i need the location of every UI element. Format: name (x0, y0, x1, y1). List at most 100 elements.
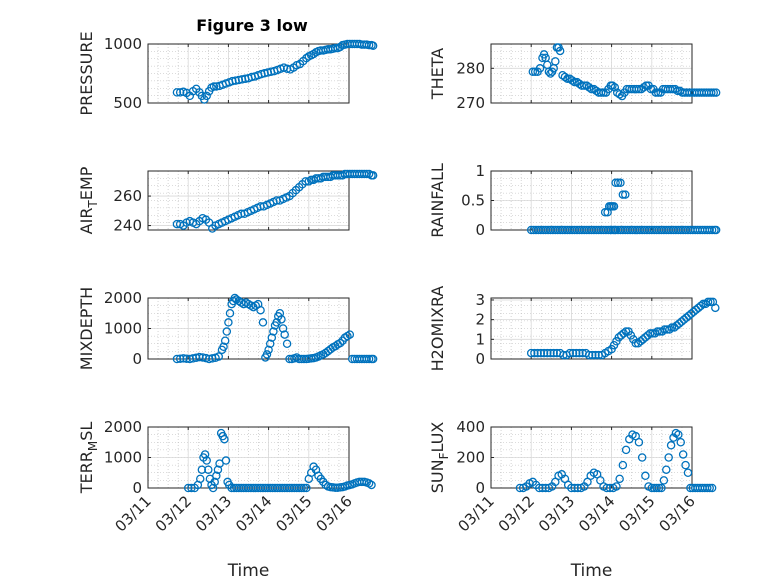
data-point (368, 171, 378, 180)
y-axis-label: TERRMSL (77, 422, 100, 495)
y-tick-label: 0 (132, 479, 142, 497)
y-tick-label: 400 (456, 418, 485, 436)
x-tick-label: 03/11 (112, 492, 155, 535)
data-point (195, 352, 204, 362)
data-point (678, 450, 688, 459)
data-point (213, 465, 223, 474)
x-tick-label: 03/14 (575, 492, 618, 535)
data-point (202, 456, 211, 465)
data-point (608, 81, 617, 90)
axes-box (147, 43, 350, 104)
data-point (631, 339, 640, 348)
y-tick-label: 0.5 (461, 192, 485, 210)
data-point (696, 301, 706, 311)
data-point (301, 177, 310, 186)
data-point (615, 474, 624, 484)
data-series (172, 39, 378, 104)
data-point (526, 348, 536, 358)
x-tick-label: 03/16 (656, 492, 699, 535)
data-point (368, 354, 378, 364)
data-point (587, 84, 596, 94)
data-point (602, 483, 612, 493)
data-point (528, 67, 538, 77)
data-series (183, 428, 376, 493)
data-point (530, 348, 539, 358)
data-point (208, 483, 218, 493)
data-point (364, 354, 374, 364)
data-point (335, 338, 345, 348)
data-point (258, 318, 268, 327)
subplot-7: 010002000TERRMSL03/1103/1203/1303/1403/1… (77, 418, 376, 581)
data-point (267, 333, 277, 342)
data-point (262, 350, 272, 359)
axes-box (147, 170, 350, 231)
data-point (214, 352, 224, 361)
data-point (584, 83, 594, 92)
data-point (667, 323, 677, 332)
data-point (210, 477, 219, 487)
data-point (539, 348, 549, 358)
data-point (220, 336, 230, 345)
data-point (538, 483, 547, 493)
data-point (565, 348, 575, 358)
data-point (175, 88, 185, 97)
data-series (515, 428, 717, 493)
data-point (265, 339, 275, 348)
data-series (526, 297, 720, 360)
y-axis-label: PRESSURE (77, 31, 96, 115)
data-point (220, 434, 229, 444)
data-point (707, 483, 717, 493)
data-point (575, 348, 584, 358)
x-tick-label: 03/13 (192, 492, 235, 535)
data-point (600, 208, 610, 217)
data-point (225, 308, 235, 318)
data-point (634, 437, 644, 447)
subplot-4: 0 0.5 1 RAINFALL (428, 162, 721, 239)
data-point (567, 76, 577, 85)
x-tick-label: 03/15 (615, 492, 658, 535)
data-series (528, 43, 721, 101)
y-tick-label: 260 (113, 187, 142, 205)
data-point (212, 471, 221, 481)
y-tick-label: 1000 (104, 35, 142, 53)
data-point (282, 339, 292, 348)
data-point (596, 88, 606, 97)
data-point (551, 57, 560, 66)
y-tick-label: 0 (475, 221, 485, 239)
data-point (335, 42, 345, 52)
data-point (302, 483, 311, 493)
data-point (571, 348, 581, 358)
data-point (175, 354, 185, 363)
y-tick-label: 270 (456, 94, 485, 112)
data-point (299, 483, 309, 493)
data-point (674, 430, 683, 439)
y-tick-label: 1000 (104, 449, 142, 467)
data-point (634, 84, 644, 94)
x-axis-label: Time (227, 561, 270, 581)
data-point (543, 348, 552, 358)
y-tick-label: 2 (475, 311, 485, 329)
data-point (584, 350, 594, 360)
data-point (664, 453, 673, 462)
data-point (535, 64, 545, 73)
data-point (637, 453, 647, 462)
data-point (278, 324, 288, 333)
y-axis-label: MIXDEPTH (77, 287, 96, 370)
data-point (707, 225, 717, 235)
data-point (621, 190, 630, 199)
y-tick-label: 2000 (104, 418, 142, 436)
y-tick-label: 1000 (104, 320, 142, 338)
x-tick-label: 03/15 (272, 492, 315, 535)
data-point (654, 483, 664, 493)
data-point (665, 325, 674, 334)
y-tick-label: 280 (456, 59, 485, 77)
y-tick-label: 1 (475, 330, 485, 348)
data-point (533, 348, 542, 358)
data-point (534, 483, 544, 493)
data-point (202, 91, 211, 101)
data-point (536, 348, 546, 358)
y-tick-label: 0 (475, 479, 485, 497)
data-point (183, 483, 193, 493)
data-point (652, 483, 661, 493)
subplot-6: 0 12 3 H2OMIXRA (428, 286, 720, 371)
